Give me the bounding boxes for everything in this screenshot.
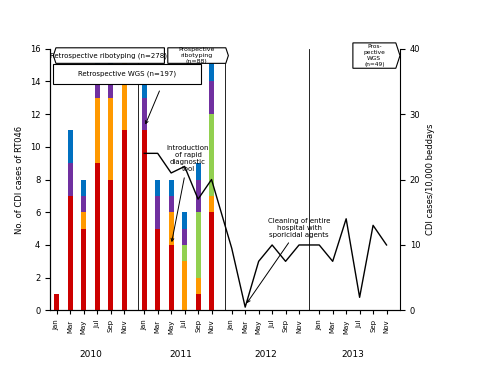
Bar [108, 65, 113, 98]
Bar [196, 163, 200, 180]
Bar [81, 212, 86, 229]
Text: Introduction
of rapid
diagnostic
tool: Introduction of rapid diagnostic tool [166, 145, 209, 241]
Bar [168, 245, 173, 310]
Bar [182, 229, 187, 245]
Polygon shape [168, 48, 228, 63]
Text: Prospective
ribotyping
(n=88): Prospective ribotyping (n=88) [178, 47, 215, 64]
Bar [196, 180, 200, 212]
Bar [94, 98, 100, 163]
Y-axis label: CDI cases/10,000 beddays: CDI cases/10,000 beddays [426, 124, 435, 235]
Bar [54, 294, 60, 310]
Bar [68, 131, 72, 163]
Bar [108, 98, 113, 180]
Polygon shape [54, 48, 164, 63]
Bar [209, 114, 214, 196]
Bar [81, 180, 86, 196]
Bar [142, 65, 147, 98]
Text: Retrospective ribotyping (n=278): Retrospective ribotyping (n=278) [50, 52, 168, 59]
Bar [108, 16, 113, 65]
Bar [122, 0, 126, 49]
Bar [209, 82, 214, 114]
Bar [209, 49, 214, 82]
Bar [168, 212, 173, 245]
Bar [122, 49, 126, 131]
Text: Recognition of
the outbreak: Recognition of the outbreak [140, 73, 190, 123]
Bar [196, 294, 200, 310]
Text: 2011: 2011 [170, 350, 192, 359]
Bar [81, 229, 86, 310]
Bar [68, 196, 72, 310]
Bar [209, 212, 214, 310]
Bar [81, 196, 86, 212]
Bar [142, 98, 147, 131]
Polygon shape [54, 64, 202, 84]
Bar [108, 180, 113, 310]
Polygon shape [353, 43, 400, 68]
Bar [122, 131, 126, 310]
Y-axis label: No. of CDI cases of RT046: No. of CDI cases of RT046 [15, 125, 24, 234]
Bar [142, 131, 147, 310]
Bar [182, 261, 187, 310]
Text: 2013: 2013 [342, 350, 364, 359]
Bar [155, 180, 160, 196]
Bar [94, 32, 100, 65]
Bar [68, 163, 72, 196]
Bar [209, 196, 214, 212]
Bar [168, 180, 173, 196]
Text: Pros-
pective
WGS
(n=49): Pros- pective WGS (n=49) [364, 45, 386, 67]
Bar [196, 278, 200, 294]
Text: 2010: 2010 [79, 350, 102, 359]
Bar [94, 65, 100, 98]
Bar [155, 229, 160, 310]
Bar [94, 163, 100, 310]
Bar [182, 212, 187, 229]
Text: 2012: 2012 [254, 350, 277, 359]
Bar [196, 212, 200, 278]
Bar [155, 196, 160, 229]
Bar [182, 245, 187, 261]
Bar [168, 196, 173, 212]
Text: Cleaning of entire
hospital with
sporicidal agents: Cleaning of entire hospital with sporici… [248, 218, 330, 302]
Text: Retrospective WGS (n=197): Retrospective WGS (n=197) [78, 71, 176, 77]
